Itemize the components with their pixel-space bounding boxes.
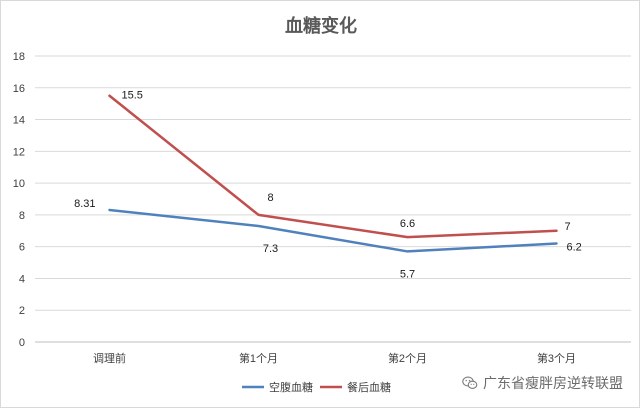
legend-label: 空腹血糖 [269,380,313,394]
legend: 空腹血糖 餐后血糖 [242,380,391,394]
data-labels: 8.31 7.3 5.7 6.2 15.5 8 6.6 7 [74,90,582,281]
series-line [108,208,558,253]
y-tick-label: 8 [19,210,25,222]
y-tick-label: 0 [19,337,25,349]
chart-title: 血糖变化 [285,15,357,36]
x-axis-ticks: 调理前 第1个月 第2个月 第3个月 [93,351,576,365]
wechat-icon [462,376,478,389]
y-tick-label: 2 [19,305,25,317]
data-label: 7 [565,221,571,233]
data-label: 5.7 [400,268,415,280]
x-tick-label: 第3个月 [537,351,576,365]
x-tick-label: 第1个月 [239,351,278,365]
series-lines [108,94,558,253]
y-tick-label: 10 [13,178,25,190]
y-tick-label: 6 [19,242,25,254]
x-tick-label: 第2个月 [388,351,427,365]
data-label: 6.6 [400,218,415,230]
data-label: 15.5 [122,90,143,102]
y-tick-label: 12 [13,146,25,158]
watermark-text: 广东省瘦胖房逆转联盟 [483,376,623,392]
data-label: 8 [267,192,273,204]
series-line [108,94,558,239]
legend-label: 餐后血糖 [347,380,391,394]
y-tick-label: 14 [13,115,25,127]
y-tick-label: 16 [13,83,25,95]
data-label: 6.2 [567,241,582,253]
x-tick-label: 调理前 [93,351,126,365]
grid-lines [35,55,631,343]
data-label: 8.31 [74,198,95,210]
y-axis-ticks: 0 2 4 6 8 10 12 14 16 18 [13,51,25,349]
data-label: 7.3 [263,243,278,255]
y-tick-label: 18 [13,51,25,63]
watermark: 广东省瘦胖房逆转联盟 [462,373,623,393]
y-tick-label: 4 [19,273,25,285]
